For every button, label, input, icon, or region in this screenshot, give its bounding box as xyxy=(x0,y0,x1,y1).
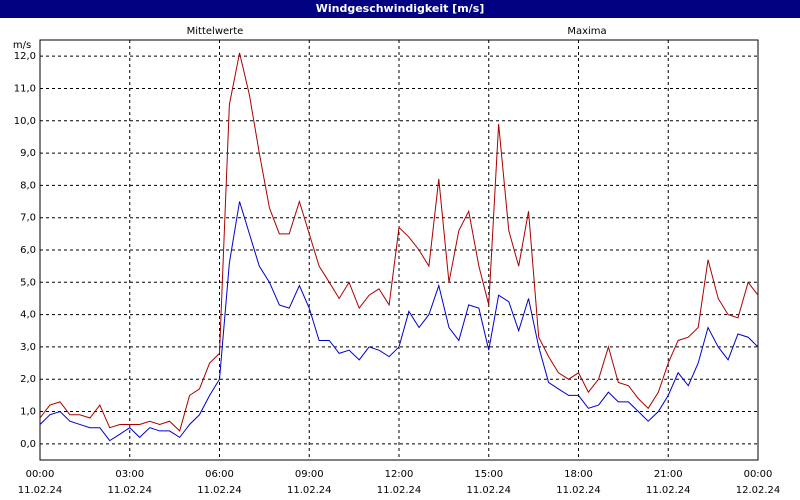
x-tick-label: 00:00 xyxy=(26,469,55,480)
y-tick-label: 1,0 xyxy=(20,407,36,418)
y-tick-label: 9,0 xyxy=(20,148,36,159)
y-tick-label: 3,0 xyxy=(20,342,36,353)
y-tick-label: 11,0 xyxy=(14,83,36,94)
legend-label: Maxima xyxy=(567,26,606,37)
x-tick-date: 12.02.24 xyxy=(736,485,781,496)
x-tick-date: 11.02.24 xyxy=(18,485,63,496)
x-tick-label: 18:00 xyxy=(564,469,593,480)
x-tick-label: 09:00 xyxy=(295,469,324,480)
x-tick-date: 11.02.24 xyxy=(646,485,691,496)
line-series xyxy=(39,201,759,442)
y-tick-label: 0,0 xyxy=(20,439,36,450)
x-tick-label: 15:00 xyxy=(474,469,503,480)
line-series xyxy=(39,52,759,432)
y-tick-label: 5,0 xyxy=(20,277,36,288)
x-tick-date: 11.02.24 xyxy=(377,485,422,496)
y-tick-label: 12,0 xyxy=(14,51,36,62)
x-tick-date: 11.02.24 xyxy=(197,485,242,496)
x-tick-label: 21:00 xyxy=(654,469,683,480)
chart-title: Windgeschwindigkeit [m/s] xyxy=(316,2,485,15)
x-tick-label: 12:00 xyxy=(385,469,414,480)
x-tick-label: 06:00 xyxy=(205,469,234,480)
y-unit: m/s xyxy=(13,40,31,51)
x-tick-label: 00:00 xyxy=(744,469,773,480)
y-tick-label: 10,0 xyxy=(14,116,36,127)
legend-label: Mittelwerte xyxy=(187,26,244,37)
y-tick-label: 7,0 xyxy=(20,213,36,224)
y-tick-label: 8,0 xyxy=(20,180,36,191)
title-bar xyxy=(0,0,800,18)
y-tick-label: 2,0 xyxy=(20,374,36,385)
y-tick-label: 4,0 xyxy=(20,310,36,321)
x-tick-date: 11.02.24 xyxy=(466,485,511,496)
x-tick-date: 11.02.24 xyxy=(107,485,152,496)
x-tick-date: 11.02.24 xyxy=(287,485,332,496)
y-tick-label: 6,0 xyxy=(20,245,36,256)
x-tick-date: 11.02.24 xyxy=(556,485,601,496)
x-tick-label: 03:00 xyxy=(115,469,144,480)
